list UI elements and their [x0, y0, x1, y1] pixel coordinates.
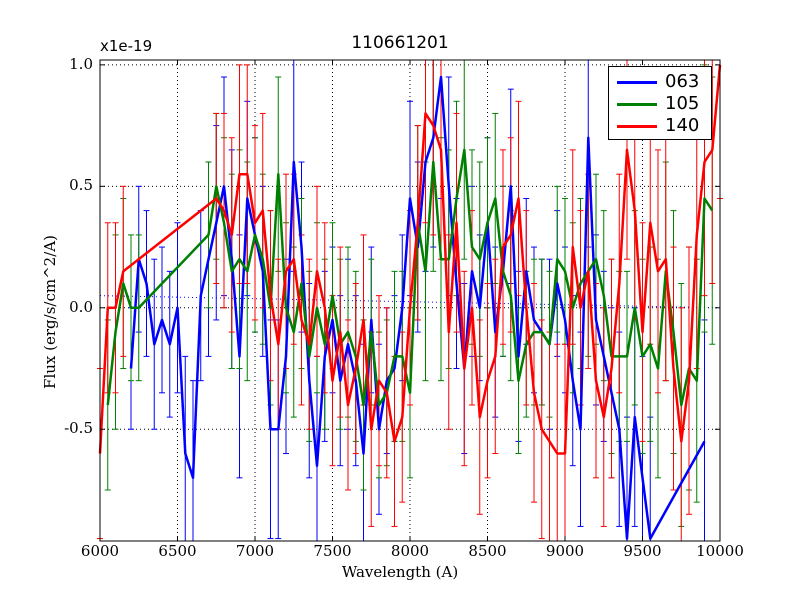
legend-swatch	[617, 81, 657, 84]
legend: 063 105 140	[608, 66, 712, 140]
legend-label: 140	[665, 115, 700, 136]
series-lines-group	[98, 64, 722, 540]
legend-entry-063: 063	[617, 71, 711, 93]
y-axis-label: Flux (erg/s/cm^2/A)	[41, 235, 59, 389]
x-tick-label: 8500	[468, 542, 507, 560]
x-tick-label: 7500	[313, 542, 352, 560]
x-tick-label: 6500	[158, 542, 197, 560]
y-tick-label: 1.0	[69, 54, 93, 73]
series-line-063	[129, 75, 706, 540]
x-tick-label: 9000	[545, 542, 585, 560]
y-tick-label: 0.5	[69, 176, 93, 195]
y-tick-label: 0.0	[69, 297, 93, 316]
x-tick-label: 9500	[623, 542, 662, 560]
legend-label: 063	[665, 71, 700, 92]
x-tick-label: 6000	[80, 542, 120, 560]
legend-swatch	[617, 125, 657, 128]
x-axis-label: Wavelength (A)	[341, 563, 459, 581]
legend-swatch	[617, 103, 657, 106]
chart-title: 110661201	[351, 33, 449, 53]
series-line-140	[98, 64, 722, 455]
plot-frame	[99, 59, 721, 542]
legend-entry-140: 140	[617, 115, 711, 137]
x-tick-label: 7000	[235, 542, 275, 560]
y-tick-label: -0.5	[64, 419, 93, 438]
series-line-105	[106, 148, 714, 407]
legend-label: 105	[665, 93, 700, 114]
x-tick-label: 10000	[696, 542, 744, 560]
y-axis-exponent: x1e-19	[100, 37, 153, 55]
legend-entry-105: 105	[617, 93, 711, 115]
x-tick-label: 8000	[390, 542, 430, 560]
